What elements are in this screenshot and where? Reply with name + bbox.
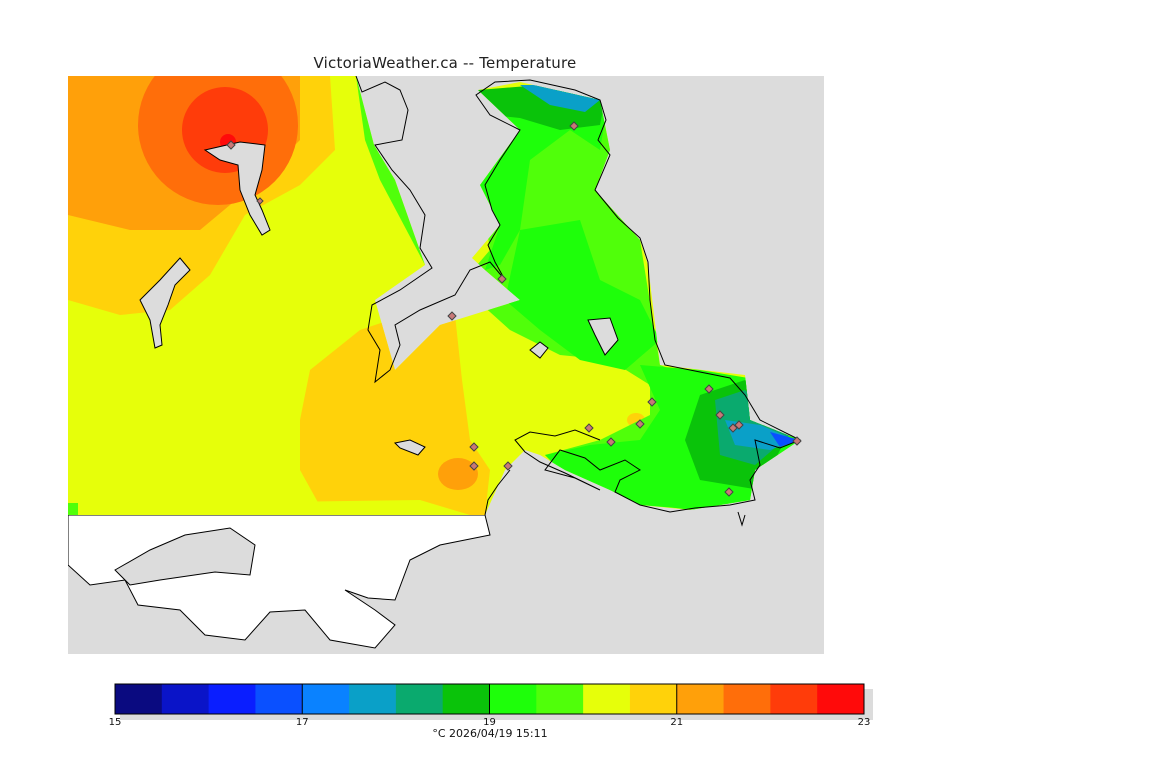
- legend-units-timestamp: °C 2026/04/19 15:11: [432, 727, 548, 740]
- legend-tick-label: 19: [483, 717, 496, 728]
- legend-swatch: [536, 684, 584, 714]
- lakes: [139, 141, 619, 456]
- legend-tick-label: 21: [670, 717, 684, 728]
- legend-swatch: [817, 684, 865, 714]
- weather-station-markers: [226, 121, 802, 497]
- legend-swatch: [629, 684, 678, 714]
- legend-swatch: [255, 684, 303, 714]
- legend-swatch: [115, 684, 163, 714]
- legend-swatch: [208, 684, 256, 714]
- inlet-waters: [114, 527, 256, 586]
- legend-swatch: [676, 684, 725, 714]
- legend-tick-label: 15: [108, 717, 122, 728]
- legend-tick-label: 23: [857, 717, 871, 728]
- coastlines: [355, 76, 802, 527]
- legend-swatch: [349, 684, 397, 714]
- legend-swatch: [161, 684, 210, 714]
- legend-swatch: [723, 684, 771, 714]
- legend-tick-label: 17: [295, 717, 309, 728]
- legend-swatch: [583, 684, 631, 714]
- legend-swatch: [302, 684, 350, 714]
- map-title: VictoriaWeather.ca -- Temperature: [313, 54, 577, 72]
- legend-swatch: [489, 684, 537, 714]
- legend-swatch: [770, 684, 818, 714]
- legend-swatch: [395, 684, 444, 714]
- temperature-map: [68, 76, 824, 654]
- legend-frame: [114, 683, 865, 715]
- legend-swatch: [442, 684, 490, 714]
- legend-swatches: [115, 684, 865, 714]
- legend-shadow: [120, 689, 873, 720]
